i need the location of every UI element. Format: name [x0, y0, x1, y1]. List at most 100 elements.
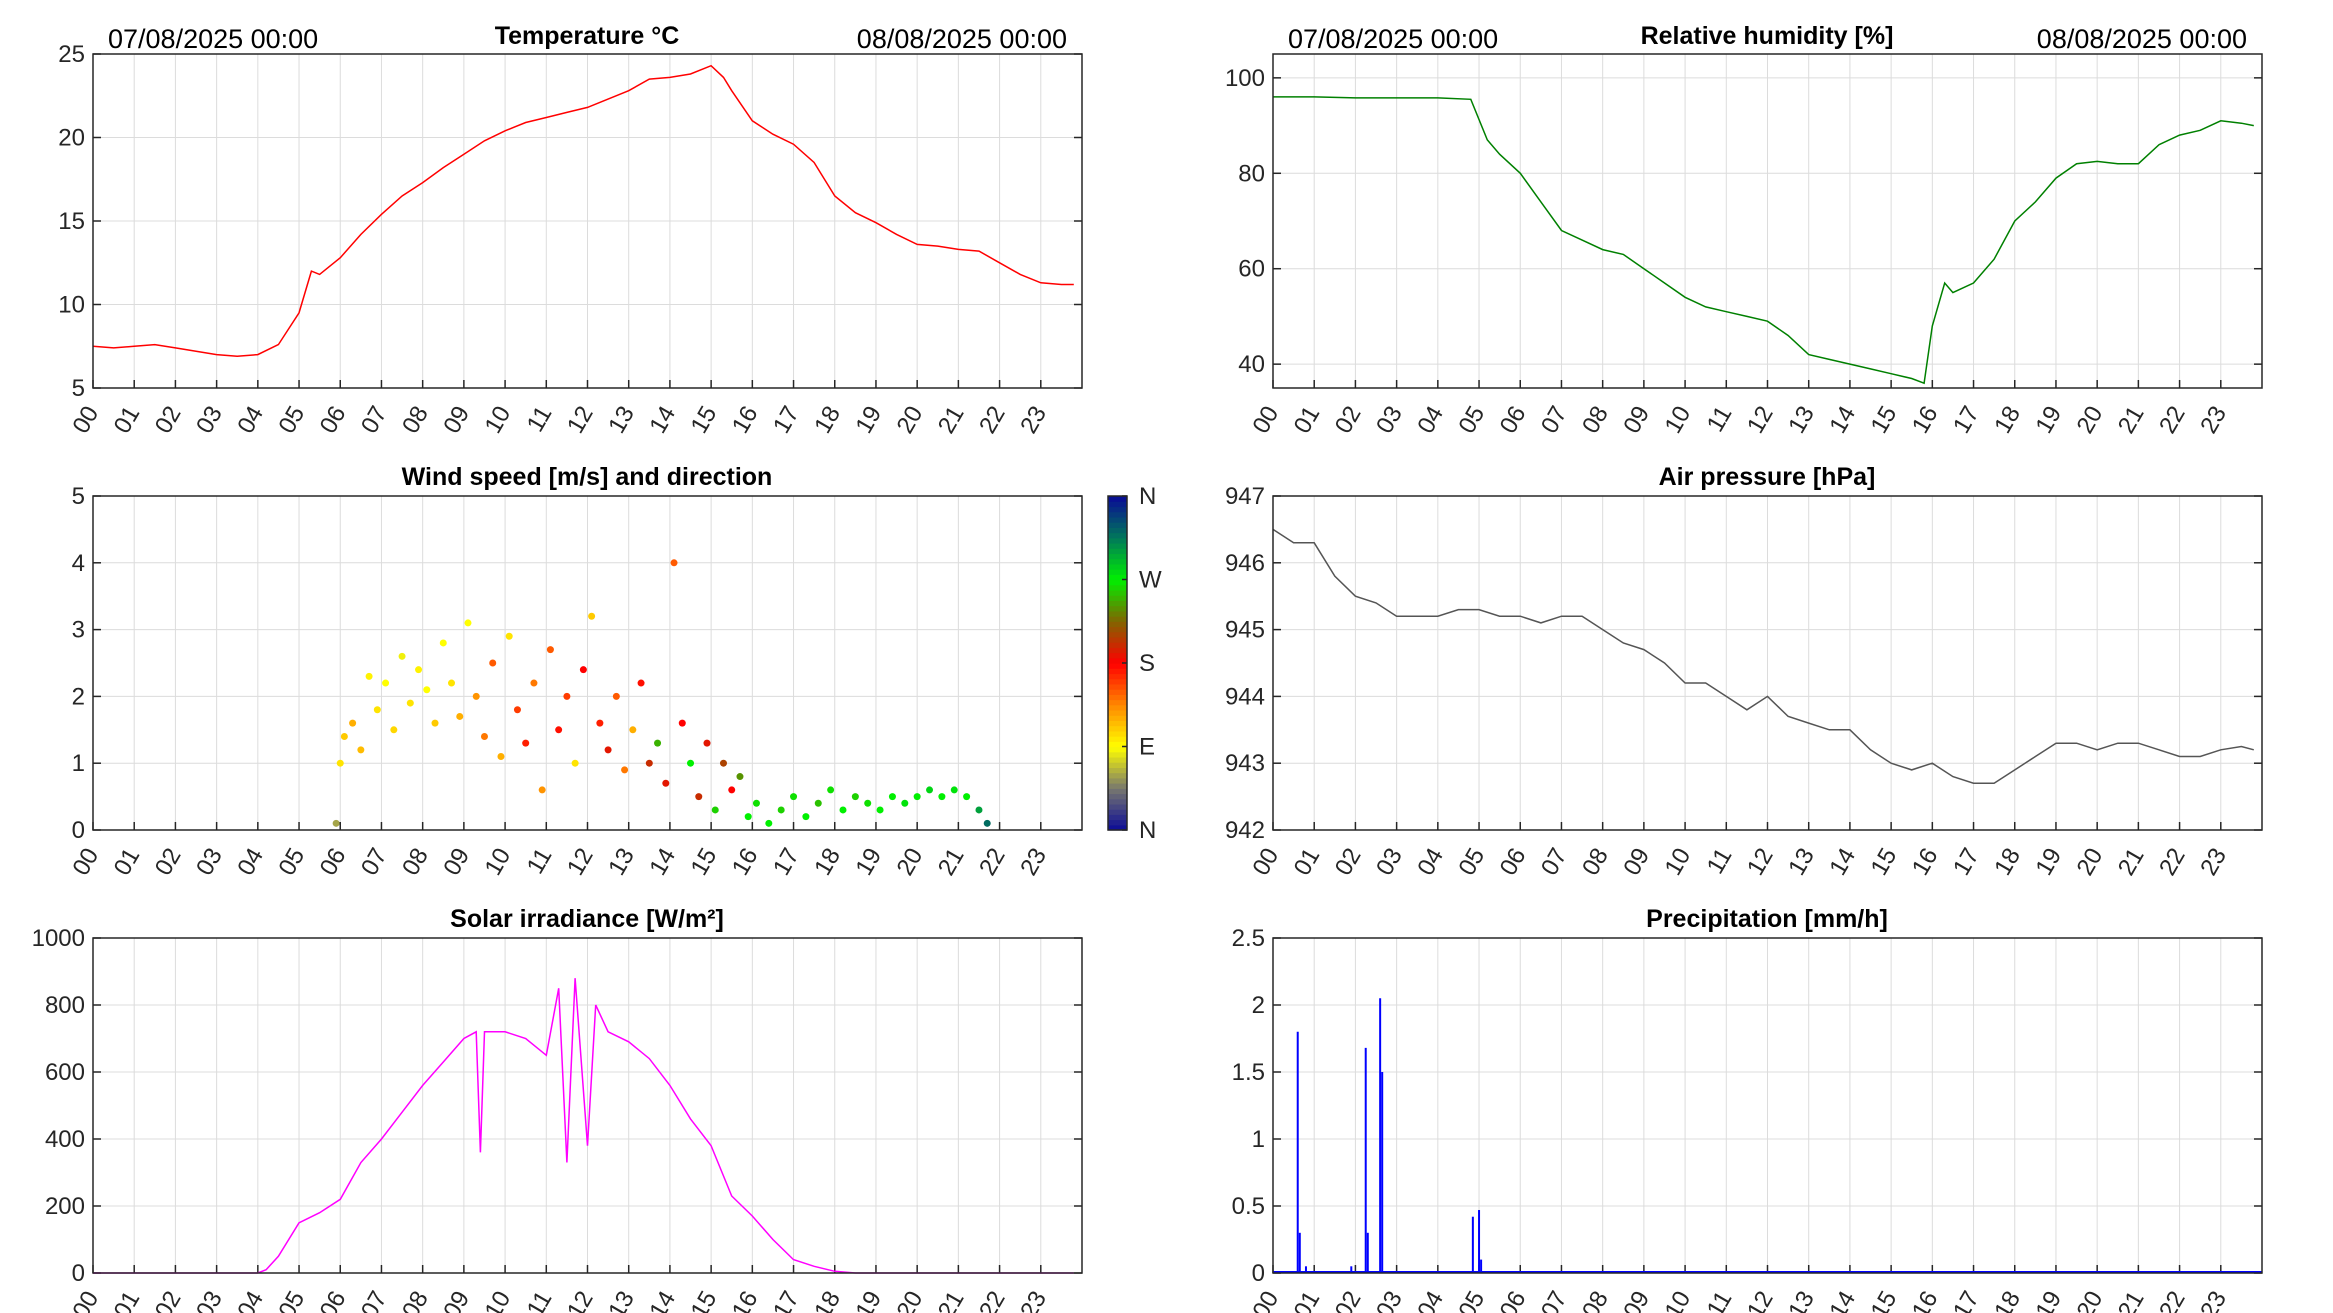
pressure-axes-frame — [1272, 495, 2263, 831]
wind-point — [357, 746, 365, 754]
colorbar-segment — [1108, 657, 1127, 664]
colorbar-segment — [1108, 595, 1127, 601]
wind-point — [851, 793, 859, 801]
x-tick-label: 02 — [1330, 402, 1367, 439]
y-tick-label: 400 — [45, 1126, 85, 1153]
x-tick-label: 07 — [356, 402, 393, 439]
x-tick-label: 06 — [315, 844, 352, 881]
colorbar-segment — [1108, 741, 1127, 748]
x-tick-label: 09 — [1618, 844, 1655, 881]
pressure-series-line — [1272, 528, 2254, 784]
x-tick-label: 15 — [1866, 1287, 1903, 1313]
wind-point — [464, 619, 472, 627]
wind-point — [695, 793, 703, 801]
x-tick-label: 15 — [686, 402, 723, 439]
wind-point — [777, 806, 785, 814]
wind-point — [901, 799, 909, 807]
wind-point — [448, 679, 456, 687]
x-tick-label: 10 — [1660, 402, 1697, 439]
wind-point — [678, 719, 686, 727]
x-tick-label: 11 — [1702, 844, 1738, 879]
x-tick-label: 22 — [974, 843, 1011, 880]
wind-point — [382, 679, 390, 687]
wind-point — [621, 766, 629, 774]
x-tick-label: 13 — [603, 402, 640, 439]
colorbar-segment — [1108, 542, 1127, 549]
x-tick-label: 17 — [768, 1287, 805, 1313]
precipitation-axes-frame — [1272, 937, 2263, 1274]
colorbar-segment — [1108, 647, 1127, 654]
x-tick-label: 01 — [1289, 402, 1326, 439]
temperature-chart: 00 01 02 03 04 05 06 07 08 09 10 11 12 13 14 15 16 17 18 19… — [58, 41, 1083, 439]
x-tick-label: 19 — [850, 402, 887, 439]
wind-point — [472, 692, 480, 700]
wind-point — [802, 813, 810, 821]
x-tick-label: 03 — [191, 402, 228, 439]
x-tick-label: 14 — [1824, 1287, 1861, 1313]
x-tick-label: 04 — [232, 1287, 269, 1313]
colorbar-segment — [1108, 736, 1127, 742]
x-tick-label: 10 — [480, 844, 517, 881]
wind-point — [604, 746, 612, 754]
wind-point — [629, 726, 637, 734]
x-tick-label: 00 — [67, 402, 104, 439]
x-tick-label: 15 — [686, 1287, 723, 1313]
x-tick-label: 04 — [1412, 1287, 1449, 1313]
y-tick-label: 5 — [72, 483, 85, 510]
colorbar-segment — [1108, 751, 1127, 758]
colorbar-segment — [1108, 605, 1127, 612]
colorbar-segment — [1108, 589, 1127, 596]
wind-point — [497, 753, 505, 761]
end-date-label-right: 08/08/2025 00:00 — [2037, 24, 2247, 54]
x-tick-label: 20 — [2072, 844, 2109, 881]
temperature-series-line — [92, 64, 1074, 358]
x-tick-label: 17 — [1948, 1287, 1985, 1313]
colorbar-segment — [1108, 767, 1127, 774]
wind-point — [963, 793, 971, 801]
x-tick-label: 07 — [1536, 402, 1573, 439]
x-tick-label: 00 — [67, 844, 104, 881]
wind-point — [814, 799, 822, 807]
solar-axes-frame — [92, 937, 1083, 1274]
x-tick-label: 19 — [850, 844, 887, 881]
wind-point — [790, 793, 798, 801]
wind-chart: 00 01 02 03 04 05 06 07 08 09 10 11 12 13 14 15 16 17 18 19… — [67, 483, 1162, 880]
y-tick-label: 2.5 — [1232, 925, 1265, 952]
x-tick-label: 14 — [644, 402, 681, 439]
x-tick-label: 10 — [1660, 1287, 1697, 1313]
x-tick-label: 21 — [2113, 1287, 2150, 1313]
colorbar-segment — [1108, 563, 1127, 570]
x-tick-label: 13 — [1783, 1287, 1820, 1313]
y-tick-label: 4 — [72, 550, 85, 577]
wind-point — [546, 646, 554, 654]
wind-direction-colorbar: N E S W N — [1107, 483, 1162, 844]
x-tick-label: 19 — [2030, 844, 2067, 881]
colorbar-segment — [1108, 824, 1127, 831]
x-tick-label: 16 — [1907, 402, 1944, 439]
x-tick-label: 04 — [232, 402, 269, 439]
x-tick-label: 10 — [1660, 844, 1697, 881]
temperature-title: Temperature °C — [495, 22, 680, 50]
colorbar-segment — [1108, 788, 1127, 795]
x-tick-label: 23 — [1015, 844, 1052, 881]
x-tick-label: 06 — [1495, 1287, 1532, 1313]
x-tick-label: 09 — [1618, 1287, 1655, 1313]
colorbar-segment — [1108, 762, 1127, 768]
x-tick-label: 21 — [933, 844, 970, 881]
solar-title: Solar irradiance [W/m²] — [450, 905, 724, 933]
y-tick-label: 1.5 — [1232, 1059, 1265, 1086]
x-tick-label: 20 — [892, 1287, 929, 1313]
wind-point — [489, 659, 497, 667]
wind-point — [415, 666, 423, 674]
x-tick-label: 06 — [1495, 402, 1532, 439]
colorbar-segment — [1108, 819, 1127, 826]
x-tick-label: 11 — [1702, 1287, 1738, 1313]
y-tick-label: 947 — [1225, 483, 1265, 510]
y-tick-label: 1 — [72, 750, 85, 777]
wind-point — [752, 799, 760, 807]
wind-point — [711, 806, 719, 814]
x-tick-label: 05 — [1454, 844, 1491, 881]
colorbar-segment — [1108, 558, 1127, 565]
wind-point — [555, 726, 563, 734]
colorbar-segment — [1108, 756, 1127, 763]
